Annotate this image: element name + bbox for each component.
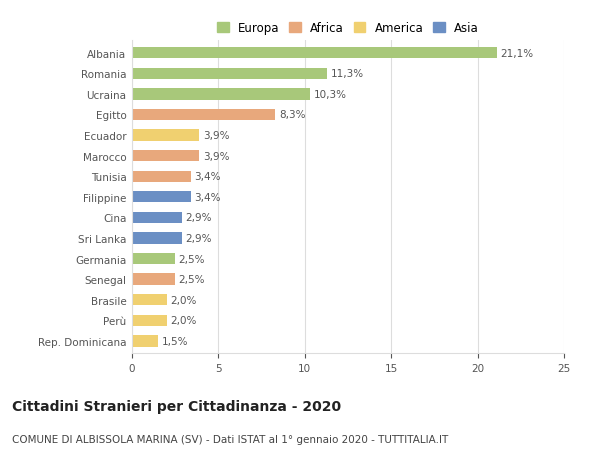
Text: 8,3%: 8,3% xyxy=(279,110,305,120)
Text: 3,9%: 3,9% xyxy=(203,151,229,161)
Bar xyxy=(132,253,175,265)
Bar xyxy=(132,89,310,101)
Text: 3,4%: 3,4% xyxy=(194,192,221,202)
Bar xyxy=(132,110,275,121)
Bar xyxy=(132,212,182,224)
Bar xyxy=(132,233,182,244)
Bar xyxy=(132,336,158,347)
Text: 2,9%: 2,9% xyxy=(185,234,212,243)
Text: 3,9%: 3,9% xyxy=(203,131,229,141)
Bar xyxy=(132,151,199,162)
Bar xyxy=(132,68,327,80)
Text: 2,5%: 2,5% xyxy=(179,274,205,285)
Bar xyxy=(132,294,167,306)
Text: 11,3%: 11,3% xyxy=(331,69,364,79)
Bar xyxy=(132,315,167,326)
Bar xyxy=(132,130,199,141)
Text: COMUNE DI ALBISSOLA MARINA (SV) - Dati ISTAT al 1° gennaio 2020 - TUTTITALIA.IT: COMUNE DI ALBISSOLA MARINA (SV) - Dati I… xyxy=(12,434,448,444)
Text: 2,0%: 2,0% xyxy=(170,295,196,305)
Text: 3,4%: 3,4% xyxy=(194,172,221,182)
Bar xyxy=(132,192,191,203)
Text: 21,1%: 21,1% xyxy=(500,49,533,59)
Bar xyxy=(132,171,191,183)
Text: 1,5%: 1,5% xyxy=(161,336,188,346)
Text: 10,3%: 10,3% xyxy=(313,90,346,100)
Text: 2,9%: 2,9% xyxy=(185,213,212,223)
Legend: Europa, Africa, America, Asia: Europa, Africa, America, Asia xyxy=(217,22,479,35)
Text: Cittadini Stranieri per Cittadinanza - 2020: Cittadini Stranieri per Cittadinanza - 2… xyxy=(12,399,341,413)
Bar xyxy=(132,48,497,59)
Bar xyxy=(132,274,175,285)
Text: 2,5%: 2,5% xyxy=(179,254,205,264)
Text: 2,0%: 2,0% xyxy=(170,316,196,325)
